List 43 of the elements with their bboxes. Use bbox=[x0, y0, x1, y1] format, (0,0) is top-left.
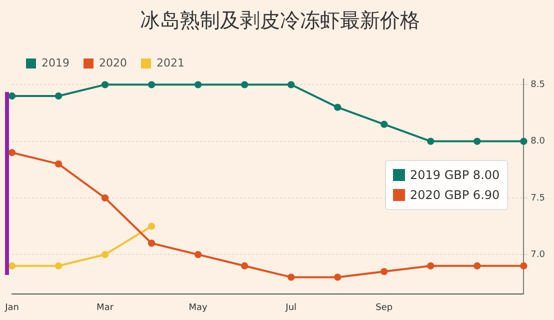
point bbox=[54, 262, 62, 270]
point bbox=[474, 138, 481, 145]
point bbox=[380, 268, 388, 276]
point bbox=[288, 274, 295, 281]
point bbox=[101, 81, 109, 88]
point bbox=[334, 274, 342, 281]
x-tick-label: Jul bbox=[284, 302, 297, 313]
x-tick-label: Sep bbox=[376, 302, 393, 313]
point bbox=[148, 222, 156, 230]
point bbox=[194, 81, 202, 88]
point bbox=[8, 149, 16, 156]
x-tick-label: Jan bbox=[4, 302, 19, 313]
point bbox=[240, 262, 248, 270]
point bbox=[8, 262, 16, 270]
point bbox=[148, 81, 156, 88]
point bbox=[427, 138, 434, 145]
point bbox=[474, 262, 481, 270]
point bbox=[101, 250, 109, 258]
legend-label: 2019 bbox=[42, 56, 70, 70]
point bbox=[148, 240, 156, 247]
legend-label: 2020 bbox=[98, 56, 127, 70]
y-tick-label: 7.0 bbox=[530, 250, 546, 260]
point bbox=[54, 92, 62, 100]
y-tick-label: 8.0 bbox=[530, 136, 546, 147]
point bbox=[288, 81, 295, 88]
point bbox=[240, 81, 248, 88]
point bbox=[427, 262, 434, 270]
y-tick-label: 8.5 bbox=[530, 80, 546, 90]
point bbox=[8, 92, 16, 100]
chart-title: 冰岛熟制及剥皮冷冻虾最新价格 bbox=[140, 8, 420, 32]
x-tick-label: May bbox=[188, 302, 208, 313]
point bbox=[334, 104, 342, 111]
point bbox=[380, 120, 388, 128]
point bbox=[194, 250, 202, 258]
y-tick-label: 7.5 bbox=[530, 193, 546, 204]
point bbox=[520, 138, 528, 145]
annotation: 2020 GBP 6.90 bbox=[410, 187, 500, 204]
point bbox=[54, 160, 62, 168]
x-tick-label: Mar bbox=[96, 302, 114, 313]
point bbox=[520, 262, 528, 270]
point bbox=[101, 194, 109, 202]
legend-label: 2021 bbox=[156, 56, 184, 70]
annotation: 2019 GBP 8.00 bbox=[410, 167, 500, 184]
